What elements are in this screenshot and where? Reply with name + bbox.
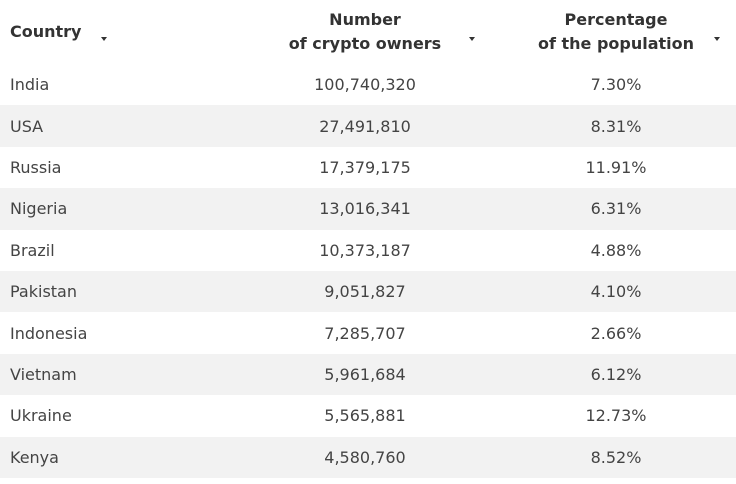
cell-country: USA (10, 116, 44, 136)
cell-country: Russia (10, 157, 62, 177)
cell-percentage: 2.66% (590, 323, 642, 343)
cell-owners: 5,961,684 (324, 364, 406, 384)
cell-country: Vietnam (10, 364, 77, 384)
header-text: Country (10, 22, 82, 41)
cell-country: Ukraine (10, 406, 72, 426)
table-row: Brazil 10,373,187 4.88% (0, 230, 736, 271)
cell-country: Nigeria (10, 199, 68, 219)
header-owners[interactable]: Number of crypto owners (260, 0, 470, 64)
cell-percentage: 6.31% (590, 199, 642, 219)
table-row: Russia 17,379,175 11.91% (0, 147, 736, 188)
sort-arrow[interactable] (714, 37, 720, 41)
table-row: Indonesia 7,285,707 2.66% (0, 312, 736, 353)
cell-percentage: 11.91% (585, 157, 647, 177)
cell-percentage: 8.31% (590, 116, 642, 136)
cell-country: Brazil (10, 240, 55, 260)
cell-owners: 7,285,707 (324, 323, 406, 343)
header-country[interactable]: Country (10, 0, 130, 64)
table-row: Nigeria 13,016,341 6.31% (0, 188, 736, 230)
table-row: Pakistan 9,051,827 4.10% (0, 271, 736, 313)
table-row: India 100,740,320 7.30% (0, 64, 736, 105)
table-row: Vietnam 5,961,684 6.12% (0, 353, 736, 396)
header-text: Number (329, 10, 401, 29)
cell-owners: 9,051,827 (324, 282, 406, 302)
cell-owners: 10,373,187 (319, 240, 411, 260)
cell-percentage: 6.12% (590, 364, 642, 384)
table-row: Ukraine 5,565,881 12.73% (0, 395, 736, 436)
table-row: Kenya 4,580,760 8.52% (0, 436, 736, 478)
cell-percentage: 4.88% (590, 240, 642, 260)
cell-owners: 4,580,760 (324, 447, 406, 467)
sort-arrow[interactable] (469, 37, 475, 41)
cell-country: Pakistan (10, 282, 77, 302)
sort-arrow[interactable] (101, 37, 107, 41)
cell-owners: 5,565,881 (324, 406, 406, 426)
header-text: of crypto owners (288, 34, 442, 53)
cell-country: Indonesia (10, 323, 88, 343)
header-text: of the population (537, 34, 695, 53)
cell-owners: 13,016,341 (319, 199, 411, 219)
header-text: Percentage (564, 10, 668, 29)
cell-percentage: 7.30% (590, 75, 642, 95)
cell-owners: 100,740,320 (314, 75, 416, 95)
cell-owners: 27,491,810 (319, 116, 411, 136)
cell-owners: 17,379,175 (319, 157, 411, 177)
cell-country: Kenya (10, 447, 59, 467)
cell-percentage: 12.73% (585, 406, 647, 426)
cell-percentage: 8.52% (590, 447, 642, 467)
cell-percentage: 4.10% (590, 282, 642, 302)
cell-country: India (10, 75, 50, 95)
header-percentage[interactable]: Percentage of the population (520, 0, 712, 64)
table-row: USA 27,491,810 8.31% (0, 105, 736, 147)
